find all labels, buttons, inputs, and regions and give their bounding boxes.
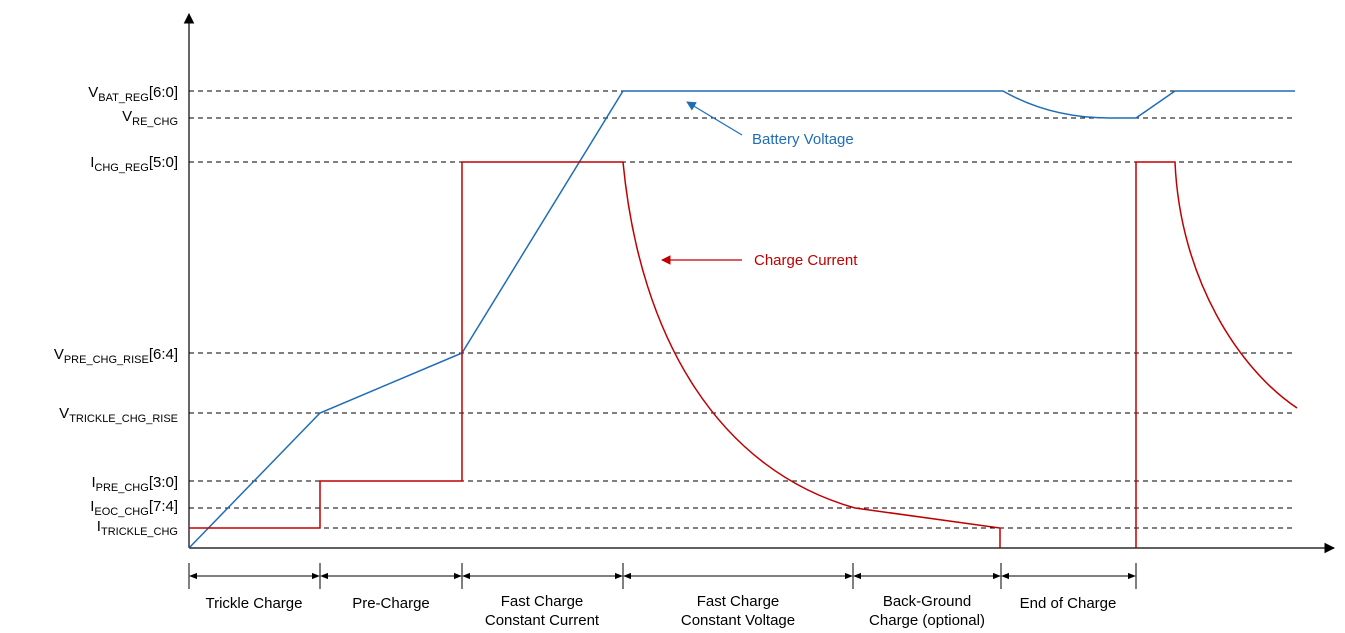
label-ipre-chg: IPRE_CHG[3:0] bbox=[91, 474, 178, 494]
charge-current-recharge-curve bbox=[1135, 161, 1298, 548]
battery-voltage-curve bbox=[188, 90, 1295, 549]
label-vre-chg: VRE_CHG bbox=[122, 108, 178, 128]
label-itrickle-chg: ITRICKLE_CHG bbox=[97, 518, 178, 538]
phase-label-background-line2: Charge (optional) bbox=[869, 612, 985, 629]
phase-label-fast-cv-line1: Fast Charge bbox=[697, 593, 780, 610]
phase-label-precharge: Pre-Charge bbox=[352, 595, 430, 612]
battery-voltage-label: Battery Voltage bbox=[752, 131, 854, 148]
label-ichg-reg: ICHG_REG[5:0] bbox=[90, 154, 178, 174]
label-vbat-reg: VBAT_REG[6:0] bbox=[88, 84, 178, 104]
label-ieoc-chg: IEOC_CHG[7:4] bbox=[90, 498, 178, 518]
level-labels: VBAT_REG[6:0] VRE_CHG ICHG_REG[5:0] VPRE… bbox=[54, 84, 178, 538]
reference-lines bbox=[189, 90, 1295, 529]
battery-voltage-pointer bbox=[686, 101, 743, 136]
phase-label-background-line1: Back-Ground bbox=[883, 593, 971, 610]
phase-label-fast-cc-line2: Constant Current bbox=[485, 612, 600, 629]
charge-current-label: Charge Current bbox=[754, 252, 858, 269]
phase-ticks bbox=[188, 563, 1137, 589]
phase-label-trickle: Trickle Charge bbox=[206, 595, 303, 612]
label-vpre-chg-rise: VPRE_CHG_RISE[6:4] bbox=[54, 346, 178, 366]
label-vtrickle-chg-rise: VTRICKLE_CHG_RISE bbox=[59, 405, 178, 425]
charge-current-curve bbox=[189, 161, 1001, 548]
phase-label-fast-cc-line1: Fast Charge bbox=[501, 593, 584, 610]
phase-label-fast-cv-line2: Constant Voltage bbox=[681, 612, 795, 629]
phase-label-end-of-charge: End of Charge bbox=[1020, 595, 1117, 612]
phase-labels: Trickle Charge Pre-Charge Fast Charge Co… bbox=[206, 593, 1117, 629]
